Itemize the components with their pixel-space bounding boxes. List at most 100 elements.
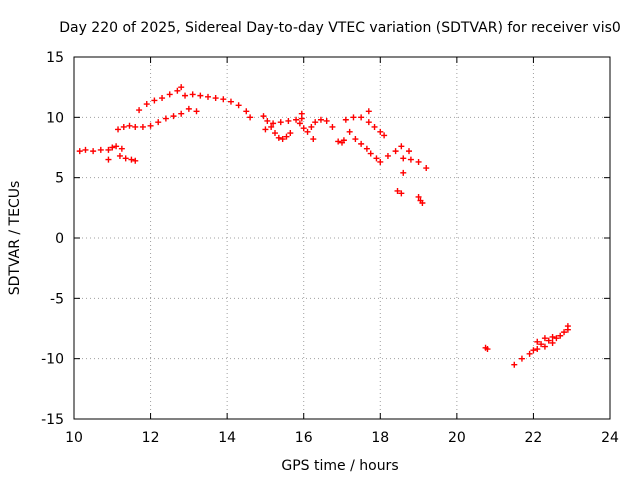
plot-frame: [73, 56, 611, 420]
x-tick-labels: 10 12 14 16 18 20 22 24: [65, 430, 619, 446]
data-point: [400, 169, 407, 176]
data-point: [398, 143, 405, 150]
data-point: [304, 128, 311, 135]
data-point: [147, 122, 154, 129]
data-point: [541, 335, 548, 342]
series-pass-c: [115, 122, 133, 133]
data-point: [170, 113, 177, 120]
y-tick-labels: 15 10 5 0 -5 -10 -15: [41, 50, 64, 428]
data-point: [151, 97, 158, 104]
series-pass-b: [116, 152, 139, 164]
data-point: [105, 146, 112, 153]
data-point: [260, 113, 267, 120]
series-pass-t: [534, 326, 571, 345]
series-pass-n: [400, 155, 430, 172]
data-point: [549, 333, 556, 340]
data-point: [365, 108, 372, 115]
data-point: [178, 84, 185, 91]
data-point: [329, 123, 336, 130]
series-pass-l: [346, 128, 374, 157]
data-point: [122, 155, 129, 162]
data-point: [272, 130, 278, 137]
data-point: [342, 116, 349, 123]
data-point: [126, 122, 133, 129]
data-point: [116, 152, 123, 159]
data-point: [132, 123, 139, 130]
y-tick-label: 5: [55, 171, 64, 187]
data-point: [564, 326, 571, 333]
data-point: [377, 128, 384, 135]
series-pass-o: [394, 169, 407, 197]
series-pass-d: [132, 110, 185, 130]
x-tick-label: 14: [218, 430, 236, 446]
data-point: [553, 335, 560, 342]
data-point: [545, 337, 552, 344]
data-point: [227, 98, 234, 105]
data-point: [371, 123, 378, 130]
grid-lines: [74, 57, 610, 419]
data-point: [534, 346, 541, 353]
y-tick-label: -15: [41, 412, 64, 428]
data-point: [340, 137, 347, 144]
data-point: [243, 108, 250, 115]
data-point: [511, 361, 518, 368]
data-point: [392, 148, 399, 155]
data-point: [205, 93, 211, 100]
data-point: [530, 347, 537, 354]
data-point: [285, 117, 292, 124]
data-point: [541, 343, 548, 350]
data-point: [534, 338, 541, 345]
data-point: [162, 115, 169, 122]
data-point: [247, 114, 254, 121]
data-point: [105, 156, 112, 163]
series-pass-p: [415, 193, 426, 207]
chart-title: Day 220 of 2025, Sidereal Day-to-day VTE…: [59, 20, 621, 36]
y-tick-label: -5: [50, 291, 64, 307]
x-tick-label: 24: [601, 430, 619, 446]
data-point: [118, 145, 125, 152]
data-point: [384, 152, 391, 159]
data-point: [178, 110, 185, 117]
data-point: [415, 158, 422, 165]
data-point: [549, 339, 556, 346]
data-point: [398, 190, 405, 197]
data-point: [346, 128, 353, 135]
x-tick-label: 16: [295, 430, 313, 446]
series-pass-e: [136, 84, 185, 114]
data-point: [557, 332, 564, 339]
data-point: [538, 341, 545, 348]
data-point: [132, 157, 139, 164]
data-point: [174, 87, 181, 94]
series-pass-i: [296, 116, 336, 135]
series-pass-g: [260, 113, 294, 143]
data-point: [139, 123, 146, 130]
data-point: [323, 117, 330, 124]
x-tick-label: 10: [65, 430, 83, 446]
x-tick-label: 22: [525, 430, 543, 446]
data-point: [128, 156, 135, 163]
data-point: [113, 143, 120, 150]
y-tick-label: -10: [41, 352, 64, 368]
data-point: [287, 130, 294, 137]
data-point: [90, 148, 97, 155]
data-point: [293, 116, 300, 123]
data-point: [406, 148, 412, 155]
data-point: [275, 134, 282, 141]
data-points: [76, 84, 571, 368]
series-pass-a: [76, 143, 125, 155]
x-tick-label: 12: [142, 430, 160, 446]
y-tick-label: 15: [46, 50, 64, 66]
data-point: [358, 114, 365, 121]
data-point: [377, 158, 384, 165]
series-pass-j: [335, 137, 347, 146]
series-pass-r: [511, 339, 556, 368]
data-point: [155, 119, 162, 126]
data-point: [400, 155, 407, 162]
data-point: [115, 126, 122, 133]
series-pass-q: [482, 344, 491, 353]
data-point: [109, 144, 116, 151]
series-pass-f: [182, 91, 254, 121]
data-point: [193, 108, 200, 115]
data-point: [76, 148, 83, 155]
